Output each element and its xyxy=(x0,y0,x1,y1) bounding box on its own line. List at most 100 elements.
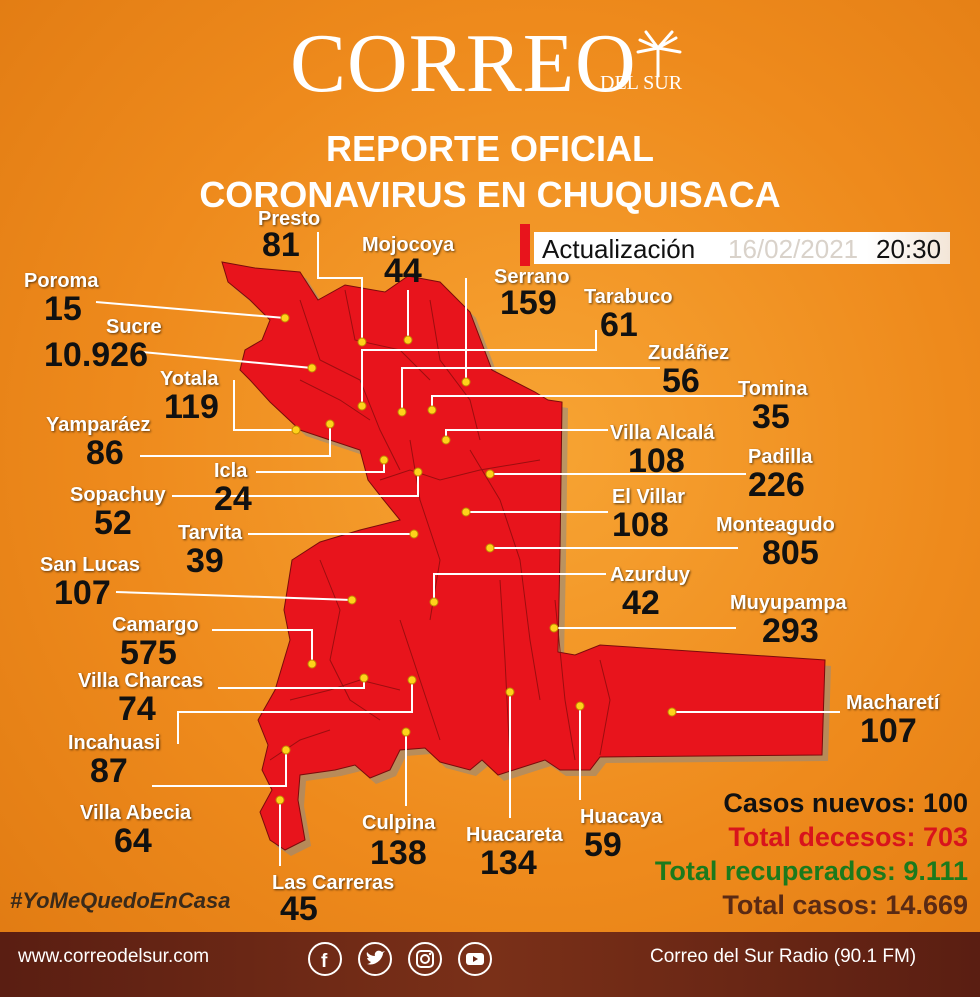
leader-line-sucre xyxy=(141,351,313,369)
new-cases: Casos nuevos: 100 xyxy=(723,788,968,818)
municipality-cases-padilla: 226 xyxy=(748,466,805,504)
municipality-cases-sucre: 10.926 xyxy=(44,336,148,374)
marker-las-carreras xyxy=(275,795,285,805)
municipality-cases-serrano: 159 xyxy=(500,284,557,322)
municipality-cases-incahuasi: 87 xyxy=(90,752,128,790)
municipality-cases-presto: 81 xyxy=(262,226,300,264)
leader-line-presto xyxy=(317,232,363,342)
marker-villa-alcala xyxy=(441,435,451,445)
municipality-cases-mojocoya: 44 xyxy=(384,252,422,290)
municipality-name-monteagudo: Monteagudo xyxy=(716,514,835,536)
municipality-name-san-lucas: San Lucas xyxy=(40,554,141,576)
brand-logo: CORREO xyxy=(290,17,637,110)
municipality-cases-camargo: 575 xyxy=(120,634,177,672)
municipality-name-yamparaez: Yamparáez xyxy=(46,414,151,436)
municipality-cases-tomina: 35 xyxy=(752,398,790,436)
municipality-cases-las-carreras: 45 xyxy=(280,890,318,928)
marker-padilla xyxy=(485,469,495,479)
marker-huacaya xyxy=(575,701,585,711)
marker-el-villar xyxy=(461,507,471,517)
marker-sucre xyxy=(307,363,317,373)
marker-monteagudo xyxy=(485,543,495,553)
municipality-name-culpina: Culpina xyxy=(362,812,436,834)
leader-line-yotala xyxy=(233,380,296,431)
municipality-cases-muyupampa: 293 xyxy=(762,612,819,650)
municipality-cases-yamparaez: 86 xyxy=(86,434,124,472)
leader-line-azurduy xyxy=(433,573,606,602)
marker-tarvita xyxy=(409,529,419,539)
municipality-cases-huacaya: 59 xyxy=(584,826,622,864)
svg-text:f: f xyxy=(321,951,328,972)
hashtag: #YoMeQuedoEnCasa xyxy=(10,888,231,913)
municipality-name-villa-abecia: Villa Abecia xyxy=(80,802,192,824)
municipality-name-poroma: Poroma xyxy=(24,270,99,292)
municipality-name-villa-alcala: Villa Alcalá xyxy=(610,422,715,444)
municipality-name-padilla: Padilla xyxy=(748,446,813,468)
municipality-name-yotala: Yotala xyxy=(160,368,219,390)
marker-presto xyxy=(357,337,367,347)
brand-logo-sub: DEL SUR xyxy=(600,72,683,94)
marker-culpina xyxy=(401,727,411,737)
leader-line-villa-abecia xyxy=(152,750,287,787)
twitter-icon[interactable] xyxy=(358,942,392,976)
website-link[interactable]: www.correodelsur.com xyxy=(18,946,210,967)
municipality-name-villa-charcas: Villa Charcas xyxy=(78,670,204,692)
municipality-cases-sopachuy: 52 xyxy=(94,504,132,542)
marker-tarabuco xyxy=(357,401,367,411)
marker-zudanez xyxy=(397,407,407,417)
leader-line-poroma xyxy=(95,301,286,319)
total-cases: Total casos: 14.669 xyxy=(722,890,968,920)
municipality-name-machareti: Macharetí xyxy=(846,692,940,714)
report-title: REPORTE OFICIAL xyxy=(325,128,654,169)
municipality-name-huacareta: Huacareta xyxy=(466,824,563,846)
marker-yamparaez xyxy=(325,419,335,429)
municipality-cases-el-villar: 108 xyxy=(612,506,669,544)
radio-station: Correo del Sur Radio (90.1 FM) xyxy=(650,946,917,967)
youtube-icon[interactable] xyxy=(458,942,492,976)
leader-line-tomina xyxy=(431,395,744,410)
marker-villa-charcas xyxy=(359,673,369,683)
update-label: Actualización xyxy=(542,234,696,264)
municipality-name-sopachuy: Sopachuy xyxy=(70,484,166,506)
palm-icon xyxy=(636,30,682,78)
municipality-name-las-carreras: Las Carreras xyxy=(272,872,395,894)
municipality-cases-huacareta: 134 xyxy=(480,844,537,882)
marker-tomina xyxy=(427,405,437,415)
leader-line-yamparaez xyxy=(140,424,331,457)
municipality-cases-icla: 24 xyxy=(214,480,252,518)
total-recovered: Total recuperados: 9.111 xyxy=(654,856,968,886)
municipality-name-zudanez: Zudáñez xyxy=(648,342,730,364)
municipality-cases-azurduy: 42 xyxy=(622,584,660,622)
marker-poroma xyxy=(280,313,290,323)
municipality-name-muyupampa: Muyupampa xyxy=(730,592,847,614)
municipality-cases-villa-charcas: 74 xyxy=(118,690,156,728)
instagram-icon[interactable] xyxy=(408,942,442,976)
municipality-name-icla: Icla xyxy=(214,460,248,482)
facebook-icon[interactable]: f xyxy=(308,942,342,976)
marker-incahuasi xyxy=(407,675,417,685)
municipality-name-huacaya: Huacaya xyxy=(580,806,663,828)
municipality-name-mojocoya: Mojocoya xyxy=(362,234,455,256)
municipality-cases-san-lucas: 107 xyxy=(54,574,111,612)
municipality-cases-tarabuco: 61 xyxy=(600,306,638,344)
municipality-cases-culpina: 138 xyxy=(370,834,427,872)
marker-san-lucas xyxy=(347,595,357,605)
municipality-cases-poroma: 15 xyxy=(44,290,82,328)
municipality-name-tarvita: Tarvita xyxy=(178,522,243,544)
municipality-cases-zudanez: 56 xyxy=(662,362,700,400)
marker-serrano xyxy=(461,377,471,387)
update-marker xyxy=(520,224,530,266)
municipality-name-el-villar: El Villar xyxy=(612,486,686,508)
municipality-name-serrano: Serrano xyxy=(494,266,570,288)
leader-line-zudanez xyxy=(401,367,660,412)
marker-yotala xyxy=(291,425,301,435)
municipality-cases-villa-abecia: 64 xyxy=(114,822,152,860)
marker-icla xyxy=(379,455,389,465)
municipality-name-camargo: Camargo xyxy=(112,614,199,636)
department-shape xyxy=(221,261,826,851)
municipality-name-azurduy: Azurduy xyxy=(610,564,690,586)
municipality-name-incahuasi: Incahuasi xyxy=(68,732,161,754)
municipal-borders xyxy=(269,289,611,761)
